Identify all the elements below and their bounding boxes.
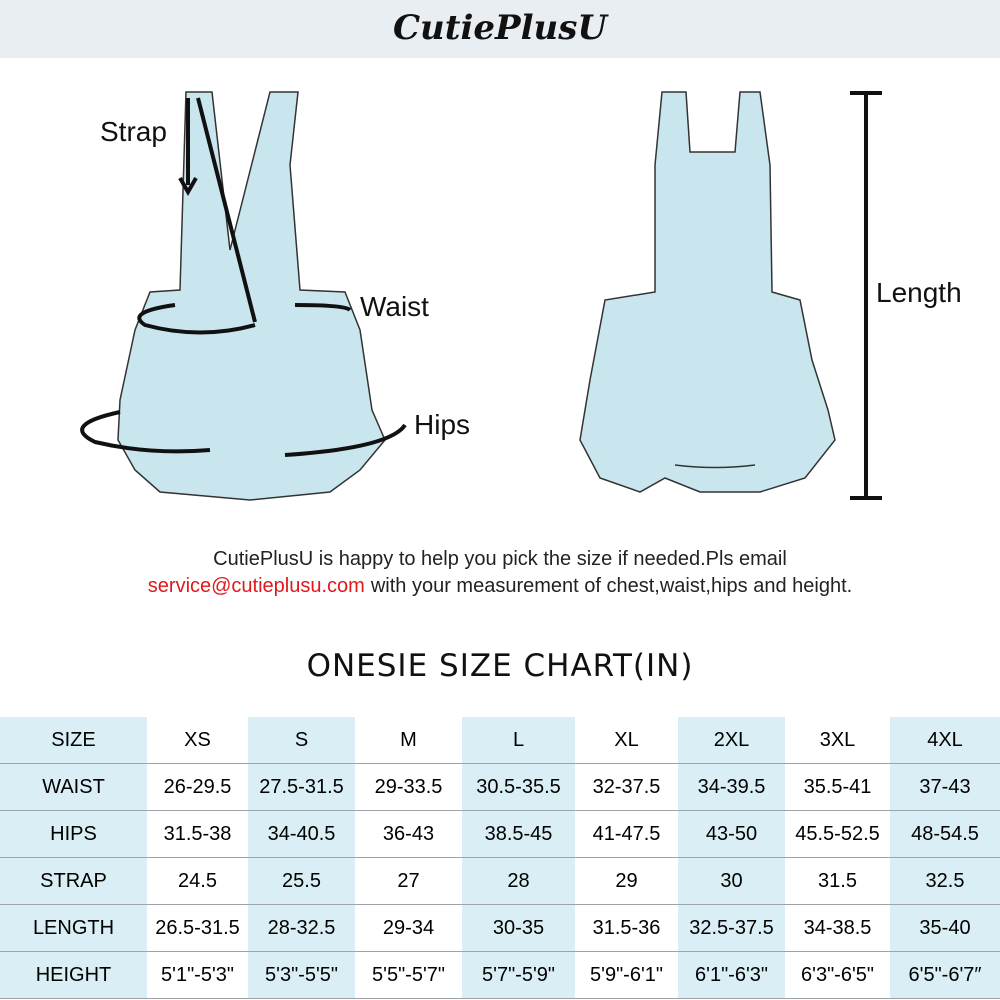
table-cell: 32.5 [890, 857, 1000, 905]
table-cell: 5'7"-5'9" [462, 951, 575, 999]
table-cell: 43-50 [678, 810, 785, 858]
table-cell: 35.5-41 [785, 763, 890, 811]
table-cell: 6'3"-6'5" [785, 951, 890, 999]
row-label: SIZE [0, 717, 147, 764]
row-label: HIPS [0, 810, 147, 858]
arrow-head [178, 177, 198, 197]
table-cell: 41-47.5 [575, 810, 678, 858]
table-cell: XL [575, 717, 678, 764]
table-cell: 35-40 [890, 904, 1000, 952]
table-cell: 45.5-52.5 [785, 810, 890, 858]
table-row: HIPS 31.5-38 34-40.5 36-43 38.5-45 41-47.5 43-… [0, 810, 1000, 858]
table-cell: 4XL [890, 717, 1000, 764]
table-cell: 5'1"-5'3" [147, 951, 248, 999]
note-line: CutiePlusU is happy to help you pick the… [213, 548, 787, 570]
table-cell: 5'3"-5'5" [248, 951, 355, 999]
note-line: service@cutieplusu.com with your measurem… [0, 573, 1000, 600]
table-cell: XS [147, 717, 248, 764]
row-label: LENGTH [0, 904, 147, 952]
row-label: HEIGHT [0, 951, 147, 999]
table-cell: 24.5 [147, 857, 248, 905]
email: service@cutieplusu.com [147, 575, 365, 597]
table-cell: 28 [462, 857, 575, 905]
table-cell: M [355, 717, 462, 764]
table-cell: 27.5-31.5 [248, 763, 355, 811]
table-row: STRAP 24.5 25.5 27 28 29 30 31.5 32.5 [0, 857, 1000, 905]
table-cell: 48-54.5 [890, 810, 1000, 858]
table-cell: 2XL [678, 717, 785, 764]
table-cell: 32.5-37.5 [678, 904, 785, 952]
size-table: SIZE XS S M L XL 2XL 3XL 4XL WAIST 26-29.5 27.5-31.… [0, 717, 1000, 999]
table-cell: 31.5 [785, 857, 890, 905]
waist-arc [137, 303, 256, 335]
front-romper [117, 91, 386, 501]
table-cell: 26-29.5 [147, 763, 248, 811]
table-cell: 32-37.5 [575, 763, 678, 811]
table-cell: S [248, 717, 355, 764]
header-bar [0, 0, 1000, 58]
table-cell: 6'1"-6'3" [678, 951, 785, 999]
row-label: WAIST [0, 763, 147, 811]
table-row: HEIGHT 5'1"-5'3" 5'3"-5'5" 5'5"-5'7" 5'7"-5'… [0, 951, 1000, 999]
table-cell: 29-33.5 [355, 763, 462, 811]
table-cell: 3XL [785, 717, 890, 764]
waist-label: Waist [360, 291, 429, 322]
note-text: with your measurement of chest,waist,hip… [370, 575, 853, 597]
table-cell: 5'9"-6'1" [575, 951, 678, 999]
table-cell: 34-39.5 [678, 763, 785, 811]
table-cell: 30.5-35.5 [462, 763, 575, 811]
table-title: ONESIE SIZE CHART(IN) [306, 648, 694, 684]
length-label: Length [876, 277, 962, 308]
row-label: STRAP [0, 857, 147, 905]
illustration [80, 91, 882, 501]
table-cell: 31.5-36 [575, 904, 678, 952]
table-cell: 27 [355, 857, 462, 905]
logo: CutiePlusU [392, 8, 608, 48]
note: CutiePlusU is happy to help you pick the… [0, 546, 1000, 600]
table-cell: 36-43 [355, 810, 462, 858]
table-row: SIZE XS S M L XL 2XL 3XL 4XL [0, 717, 1000, 764]
table-cell: 37-43 [890, 763, 1000, 811]
back-romper [579, 91, 836, 493]
table-cell: 26.5-31.5 [147, 904, 248, 952]
table-row: WAIST 26-29.5 27.5-31.5 29-33.5 30.5-35.5 32-… [0, 763, 1000, 811]
table-cell: 31.5-38 [147, 810, 248, 858]
hips-arc [284, 423, 407, 457]
table-cell: 6'5"-6'7″ [890, 951, 1000, 999]
strap-label: Strap [100, 116, 167, 147]
strap-line [196, 97, 257, 323]
table-cell: 34-38.5 [785, 904, 890, 952]
table-cell: 34-40.5 [248, 810, 355, 858]
table-cell: L [462, 717, 575, 764]
table-cell: 25.5 [248, 857, 355, 905]
table-cell: 29 [575, 857, 678, 905]
table-cell: 28-32.5 [248, 904, 355, 952]
waist-arc [294, 303, 352, 312]
table-cell: 30-35 [462, 904, 575, 952]
table-row: LENGTH 26.5-31.5 28-32.5 29-34 30-35 31.5-36 3… [0, 904, 1000, 952]
table-cell: 5'5"-5'7" [355, 951, 462, 999]
table-cell: 38.5-45 [462, 810, 575, 858]
table-cell: 29-34 [355, 904, 462, 952]
table-cell: 30 [678, 857, 785, 905]
hips-arc [80, 410, 211, 454]
hips-label: Hips [414, 409, 471, 440]
